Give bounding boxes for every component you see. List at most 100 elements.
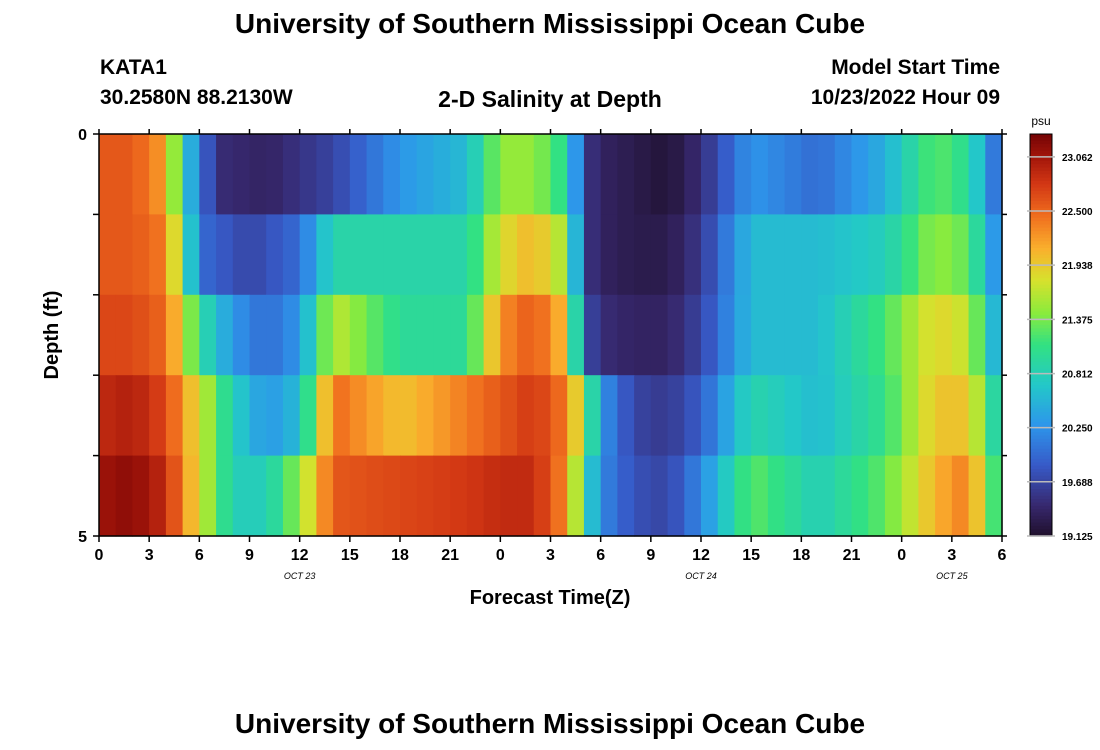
heatmap-cell [165, 294, 184, 376]
heatmap-cell [650, 375, 669, 457]
x-tick-label: 6 [195, 547, 204, 564]
heatmap-cell [132, 455, 150, 537]
colorbar-segment [1030, 395, 1052, 400]
heatmap-cell [600, 294, 618, 376]
heatmap-cell [751, 134, 769, 215]
colorbar-segment [1030, 435, 1052, 440]
heatmap-cell [333, 214, 351, 296]
heatmap-cell [583, 294, 602, 376]
heatmap-cell [985, 214, 1003, 296]
heatmap-cell [316, 455, 334, 537]
colorbar-segment [1030, 428, 1052, 433]
heatmap-cell [433, 294, 451, 376]
colorbar-tick-label: 20.812 [1062, 370, 1093, 381]
colorbar-segment [1030, 509, 1052, 514]
heatmap-cell [483, 375, 501, 457]
heatmap-cell [299, 455, 317, 537]
heatmap-cell [650, 294, 669, 376]
heatmap-cell [249, 214, 267, 296]
colorbar-segment [1030, 254, 1052, 259]
heatmap-cell [968, 455, 986, 537]
heatmap-cell [583, 375, 602, 457]
heatmap-cell [634, 375, 652, 457]
heatmap-cell [884, 134, 903, 215]
heatmap-cell [115, 455, 134, 537]
heatmap-cell [901, 214, 919, 296]
heatmap-cell [667, 214, 685, 296]
x-tick-label: 18 [792, 547, 810, 564]
heatmap-cell [115, 134, 134, 215]
heatmap-cell [734, 455, 752, 537]
heatmap-cell [216, 294, 234, 376]
heatmap-cell [433, 455, 451, 537]
colorbar-segment [1030, 522, 1052, 527]
heatmap-cell [433, 134, 451, 215]
heatmap-cell [550, 214, 568, 296]
colorbar-segment [1030, 378, 1052, 383]
colorbar-segment [1030, 157, 1052, 162]
heatmap-cell [985, 375, 1003, 457]
heatmap-cell [349, 134, 368, 215]
heatmap-cell [416, 214, 435, 296]
heatmap-cell [450, 134, 468, 215]
colorbar-segment [1030, 227, 1052, 232]
colorbar-tick-label: 19.125 [1062, 532, 1093, 543]
heatmap-cell [734, 134, 752, 215]
colorbar-segment [1030, 234, 1052, 239]
heatmap-cell [717, 214, 736, 296]
heatmap-cell [99, 134, 117, 215]
heatmap-cell [918, 455, 936, 537]
colorbar-segment [1030, 170, 1052, 175]
heatmap-cell [416, 375, 435, 457]
heatmap-cell [366, 455, 384, 537]
heatmap-cell [182, 134, 200, 215]
heatmap-cell [918, 134, 936, 215]
colorbar-segment [1030, 221, 1052, 226]
x-tick-label: 21 [843, 547, 861, 564]
heatmap-cell [767, 375, 786, 457]
heatmap-cell [115, 375, 134, 457]
heatmap-cell [500, 294, 518, 376]
colorbar-segment [1030, 348, 1052, 353]
colorbar-segment [1030, 331, 1052, 336]
colorbar-segment [1030, 432, 1052, 437]
heatmap-cell [383, 294, 401, 376]
heatmap-cell [583, 214, 602, 296]
heatmap-cell [199, 134, 217, 215]
colorbar-segment [1030, 345, 1052, 349]
colorbar-segment [1030, 448, 1052, 453]
x-tick-label: 3 [145, 547, 154, 564]
heatmap-cell [517, 455, 535, 537]
colorbar-segment [1030, 167, 1052, 172]
station-coordinates: 30.2580N 88.2130W [100, 86, 293, 109]
heatmap-cell [232, 214, 251, 296]
heatmap-cell [466, 455, 485, 537]
heatmap-cell [517, 134, 535, 215]
heatmap-cell [232, 134, 251, 215]
heatmap-cell [801, 134, 819, 215]
colorbar-tick-label: 22.500 [1062, 207, 1093, 218]
colorbar-segment [1030, 469, 1052, 473]
heatmap-cell [550, 375, 568, 457]
heatmap-cell [299, 375, 317, 457]
chart-subtitle: 2-D Salinity at Depth [438, 86, 662, 112]
colorbar-segment [1030, 529, 1052, 534]
colorbar-segment [1030, 422, 1052, 427]
colorbar-unit: psu [1031, 114, 1050, 128]
heatmap-cell [533, 294, 552, 376]
colorbar-segment [1030, 231, 1052, 236]
heatmap-cell [684, 214, 702, 296]
y-axis: 05 [78, 127, 1007, 546]
footer-title: University of Southern Mississippi Ocean… [234, 708, 866, 739]
heatmap-cell [751, 375, 769, 457]
heatmap-cell [851, 134, 869, 215]
colorbar-segment [1030, 365, 1052, 370]
heatmap-cell [99, 214, 117, 296]
heatmap-cell [550, 134, 568, 215]
colorbar-segment [1030, 298, 1052, 303]
y-tick-label: 0 [78, 127, 87, 144]
heatmap-cell [266, 375, 284, 457]
heatmap-cell [901, 294, 919, 376]
heatmap-cell [450, 375, 468, 457]
heatmap-cell [935, 375, 953, 457]
